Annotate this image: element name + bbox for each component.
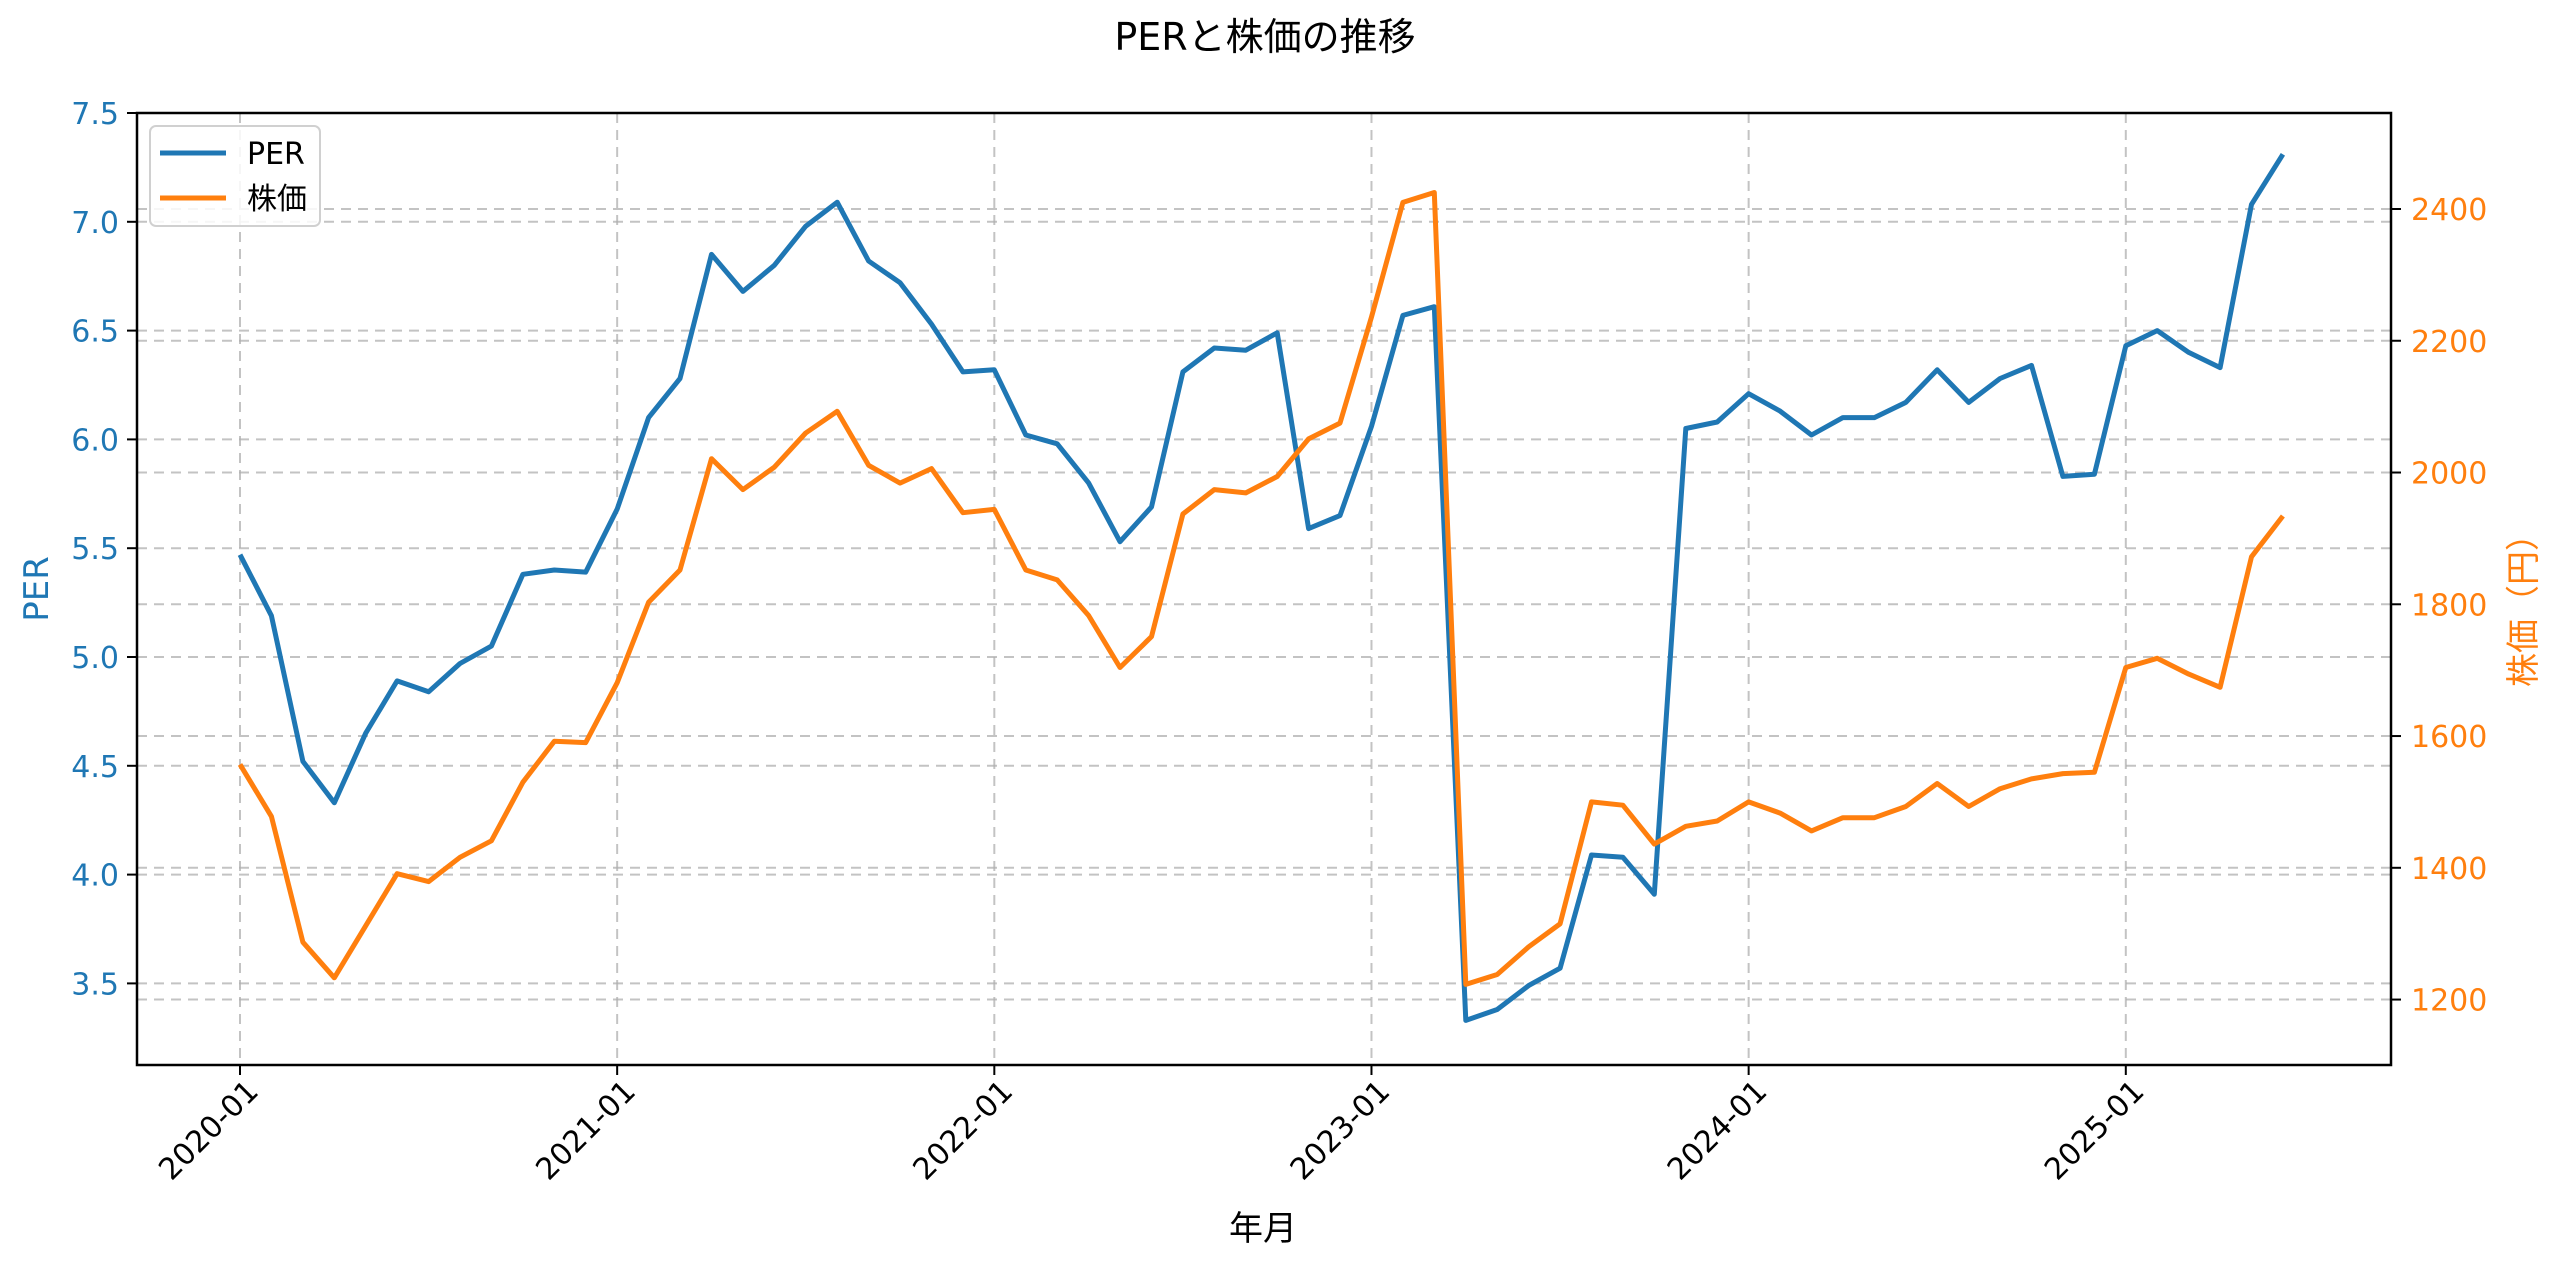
y-tick-label-left: 4.5 <box>71 750 119 785</box>
x-axis-ticks: 2020-01 2021-01 2022-01 2023-01 2024-01 2025-… <box>152 1065 2151 1187</box>
y-tick-label-left: 7.5 <box>71 97 119 132</box>
legend: PER 株価 <box>149 125 321 227</box>
y-tick-label-right: 1200 <box>2411 984 2487 1019</box>
y-axis-left-ticks: 3.5 4.0 4.5 5.0 5.5 6.0 6.5 7.0 7.5 <box>71 97 137 1002</box>
per-line <box>237 152 2286 1023</box>
y-tick-label-left: 5.0 <box>71 641 119 676</box>
chart-title: PERと株価の推移 <box>1114 15 1415 59</box>
y-axis-right-ticks: 1200 1400 1600 1800 2000 2200 2400 <box>2391 193 2487 1019</box>
grid-vertical <box>239 113 2127 1065</box>
axes-frame <box>135 111 2393 1067</box>
y-tick-label-right: 1400 <box>2411 852 2487 887</box>
x-tick-label: 2020-01 <box>152 1074 265 1187</box>
y-tick-label-left: 6.0 <box>71 423 119 458</box>
y-tick-label-right: 2400 <box>2411 193 2487 228</box>
y-tick-label-left: 6.5 <box>71 315 119 350</box>
x-tick-label: 2024-01 <box>1661 1074 1774 1187</box>
y-tick-label-left: 7.0 <box>71 206 119 241</box>
y-tick-label-right: 2000 <box>2411 457 2487 492</box>
grid-horizontal-right <box>137 208 2391 1001</box>
y-tick-label-left: 4.0 <box>71 859 119 894</box>
x-tick-label: 2023-01 <box>1284 1074 1397 1187</box>
y-axis-left-label: PER <box>17 556 57 622</box>
price-line <box>237 190 2285 987</box>
legend-label-price: 株価 <box>247 182 307 217</box>
y-tick-label-left: 5.5 <box>71 532 119 567</box>
x-axis-label: 年月 <box>1229 1209 1297 1249</box>
y-tick-label-right: 1800 <box>2411 588 2487 623</box>
x-tick-label: 2021-01 <box>529 1074 642 1187</box>
y-tick-label-right: 2200 <box>2411 325 2487 360</box>
legend-label-per: PER <box>247 137 305 172</box>
x-tick-label: 2022-01 <box>907 1074 1020 1187</box>
y-axis-right-label: 株価（円） <box>2504 517 2544 687</box>
y-tick-label-right: 1600 <box>2411 720 2487 755</box>
x-tick-label: 2025-01 <box>2038 1074 2151 1187</box>
plot-area <box>137 113 2391 1065</box>
y-tick-label-left: 3.5 <box>71 967 119 1002</box>
